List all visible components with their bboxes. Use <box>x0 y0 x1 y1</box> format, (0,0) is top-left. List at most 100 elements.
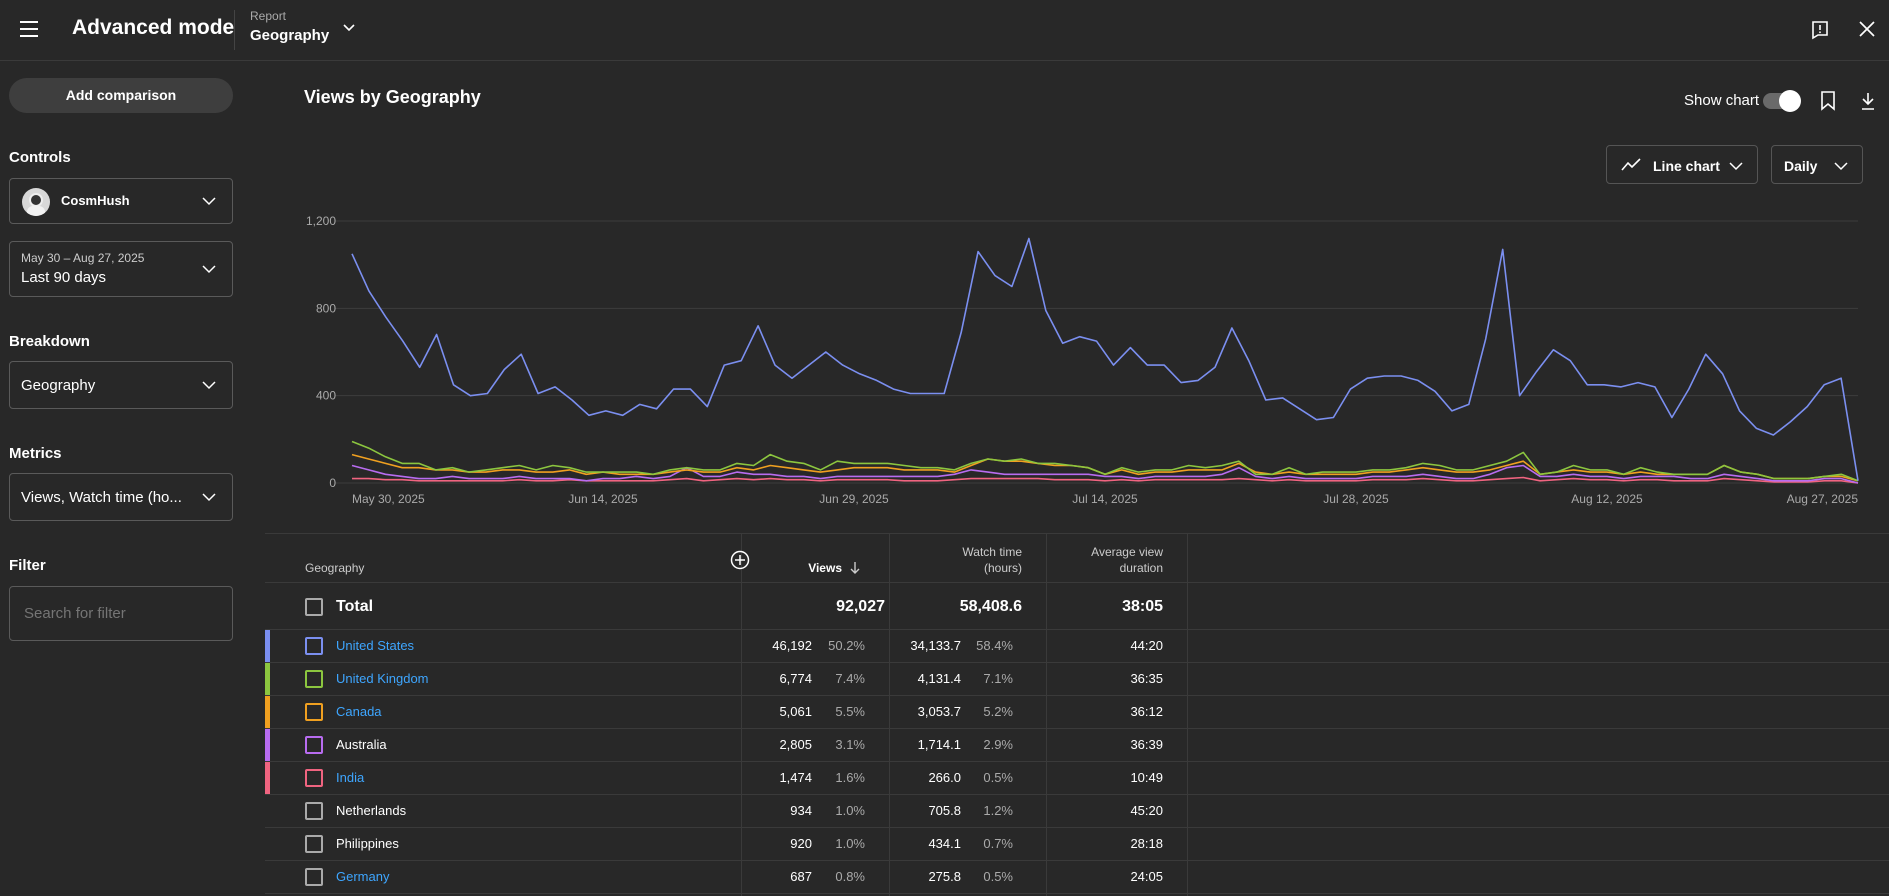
row-watch-time-percent: 0.5% <box>983 770 1013 785</box>
row-watch-time: 34,133.7 <box>910 638 961 653</box>
date-range-text: May 30 – Aug 27, 2025 <box>21 251 145 265</box>
x-tick-label: Aug 12, 2025 <box>1571 492 1643 506</box>
table-row[interactable]: Canada 5,061 5.5% 3,053.7 5.2% 36:12 <box>265 696 1889 729</box>
header-divider <box>234 10 235 50</box>
row-watch-time-percent: 2.9% <box>983 737 1013 752</box>
show-chart-label: Show chart <box>1684 92 1760 109</box>
column-divider <box>889 534 890 896</box>
row-watch-time: 3,053.7 <box>917 704 961 719</box>
row-views: 2,805 <box>779 737 812 752</box>
add-column-icon[interactable] <box>730 550 750 570</box>
row-watch-time: 434.1 <box>928 836 961 851</box>
row-geography: Australia <box>336 737 387 752</box>
feedback-icon[interactable] <box>1810 20 1830 40</box>
row-views-percent: 7.4% <box>835 671 865 686</box>
chevron-down-icon[interactable] <box>342 21 356 35</box>
app-title: Advanced mode <box>72 16 235 39</box>
row-geography[interactable]: Canada <box>336 704 382 719</box>
chevron-down-icon <box>202 197 216 206</box>
x-tick-label: May 30, 2025 <box>352 492 425 506</box>
row-watch-time: 4,131.4 <box>917 671 961 686</box>
row-checkbox[interactable] <box>305 868 323 886</box>
row-views-percent: 5.5% <box>835 704 865 719</box>
row-geography[interactable]: United Kingdom <box>336 671 429 686</box>
watch-time-column-header[interactable]: Watch time <box>962 545 1022 559</box>
report-value[interactable]: Geography <box>250 27 330 44</box>
table-row[interactable]: Philippines 920 1.0% 434.1 0.7% 28:18 <box>265 828 1889 861</box>
row-views: 687 <box>790 869 812 884</box>
row-checkbox[interactable] <box>305 670 323 688</box>
x-tick-label: Jun 14, 2025 <box>568 492 638 506</box>
row-watch-time-percent: 0.7% <box>983 836 1013 851</box>
row-avg-duration: 36:39 <box>1130 737 1163 752</box>
row-views: 934 <box>790 803 812 818</box>
series-line <box>351 464 1859 484</box>
row-checkbox[interactable] <box>305 637 323 655</box>
close-icon[interactable] <box>1858 20 1876 38</box>
row-geography[interactable]: Germany <box>336 869 390 884</box>
sort-descending-icon[interactable] <box>849 561 861 575</box>
total-label: Total <box>336 598 374 615</box>
table-row[interactable]: India 1,474 1.6% 266.0 0.5% 10:49 <box>265 762 1889 795</box>
metrics-value: Views, Watch time (ho... <box>21 489 182 506</box>
row-avg-duration: 36:35 <box>1130 671 1163 686</box>
column-divider <box>1046 534 1047 896</box>
avatar <box>22 188 50 216</box>
table-row[interactable]: United States 46,192 50.2% 34,133.7 58.4% 44:… <box>265 630 1889 663</box>
table-row[interactable]: Netherlands 934 1.0% 705.8 1.2% 45:20 <box>265 795 1889 828</box>
series-color-bar <box>265 762 270 794</box>
menu-icon[interactable] <box>18 16 44 42</box>
views-column-header[interactable]: Views <box>808 561 842 575</box>
granularity-label: Daily <box>1784 158 1818 174</box>
breakdown-select[interactable]: Geography <box>9 361 233 409</box>
table-row[interactable]: United Kingdom 6,774 7.4% 4,131.4 7.1% 36:35 <box>265 663 1889 696</box>
column-divider <box>1187 534 1188 896</box>
row-geography[interactable]: India <box>336 770 365 785</box>
row-checkbox[interactable] <box>305 703 323 721</box>
row-avg-duration: 36:12 <box>1130 704 1163 719</box>
series-line <box>352 476 1859 484</box>
x-tick-label: Aug 27, 2025 <box>1787 492 1859 506</box>
filter-search-input[interactable] <box>9 586 233 641</box>
metrics-select[interactable]: Views, Watch time (ho... <box>9 473 233 521</box>
series-line <box>351 237 1859 481</box>
y-tick-label: 1,200 <box>306 214 336 228</box>
chart-type-label: Line chart <box>1653 158 1720 174</box>
row-avg-duration: 10:49 <box>1130 770 1163 785</box>
page-title: Views by Geography <box>304 87 481 107</box>
geography-column-header[interactable]: Geography <box>305 561 365 575</box>
chevron-down-icon <box>1729 162 1743 171</box>
row-views-percent: 3.1% <box>835 737 865 752</box>
show-chart-toggle[interactable] <box>1763 90 1801 112</box>
channel-select[interactable]: CosmHush <box>9 178 233 224</box>
row-checkbox[interactable] <box>305 835 323 853</box>
avg-duration-column-header[interactable]: Average view <box>1091 545 1163 559</box>
download-icon[interactable] <box>1860 91 1876 111</box>
row-watch-time: 266.0 <box>928 770 961 785</box>
y-tick-label: 0 <box>329 476 336 490</box>
granularity-select[interactable]: Daily <box>1771 145 1863 184</box>
row-views: 920 <box>790 836 812 851</box>
avg-duration-column-header-line2: duration <box>1119 561 1163 575</box>
row-checkbox[interactable] <box>305 802 323 820</box>
date-range-select[interactable]: May 30 – Aug 27, 2025 Last 90 days <box>9 241 233 297</box>
series-color-bar <box>265 729 270 761</box>
bookmark-icon[interactable] <box>1820 91 1836 111</box>
row-views: 1,474 <box>779 770 812 785</box>
chart-type-select[interactable]: Line chart <box>1606 145 1758 184</box>
breakdown-heading: Breakdown <box>9 333 90 350</box>
chevron-down-icon <box>202 493 216 502</box>
table-row[interactable]: Australia 2,805 3.1% 1,714.1 2.9% 36:39 <box>265 729 1889 762</box>
series-color-bar <box>265 630 270 662</box>
total-watch-time: 58,408.6 <box>959 598 1022 615</box>
row-checkbox[interactable] <box>305 736 323 754</box>
channel-name: CosmHush <box>61 193 130 208</box>
row-checkbox[interactable] <box>305 769 323 787</box>
table-row[interactable]: Germany 687 0.8% 275.8 0.5% 24:05 <box>265 861 1889 894</box>
x-tick-label: Jun 29, 2025 <box>819 492 889 506</box>
row-watch-time-percent: 58.4% <box>976 638 1013 653</box>
row-geography[interactable]: United States <box>336 638 415 653</box>
total-checkbox[interactable] <box>305 598 323 616</box>
table-top-border <box>265 533 1889 534</box>
add-comparison-button[interactable]: Add comparison <box>9 78 233 113</box>
